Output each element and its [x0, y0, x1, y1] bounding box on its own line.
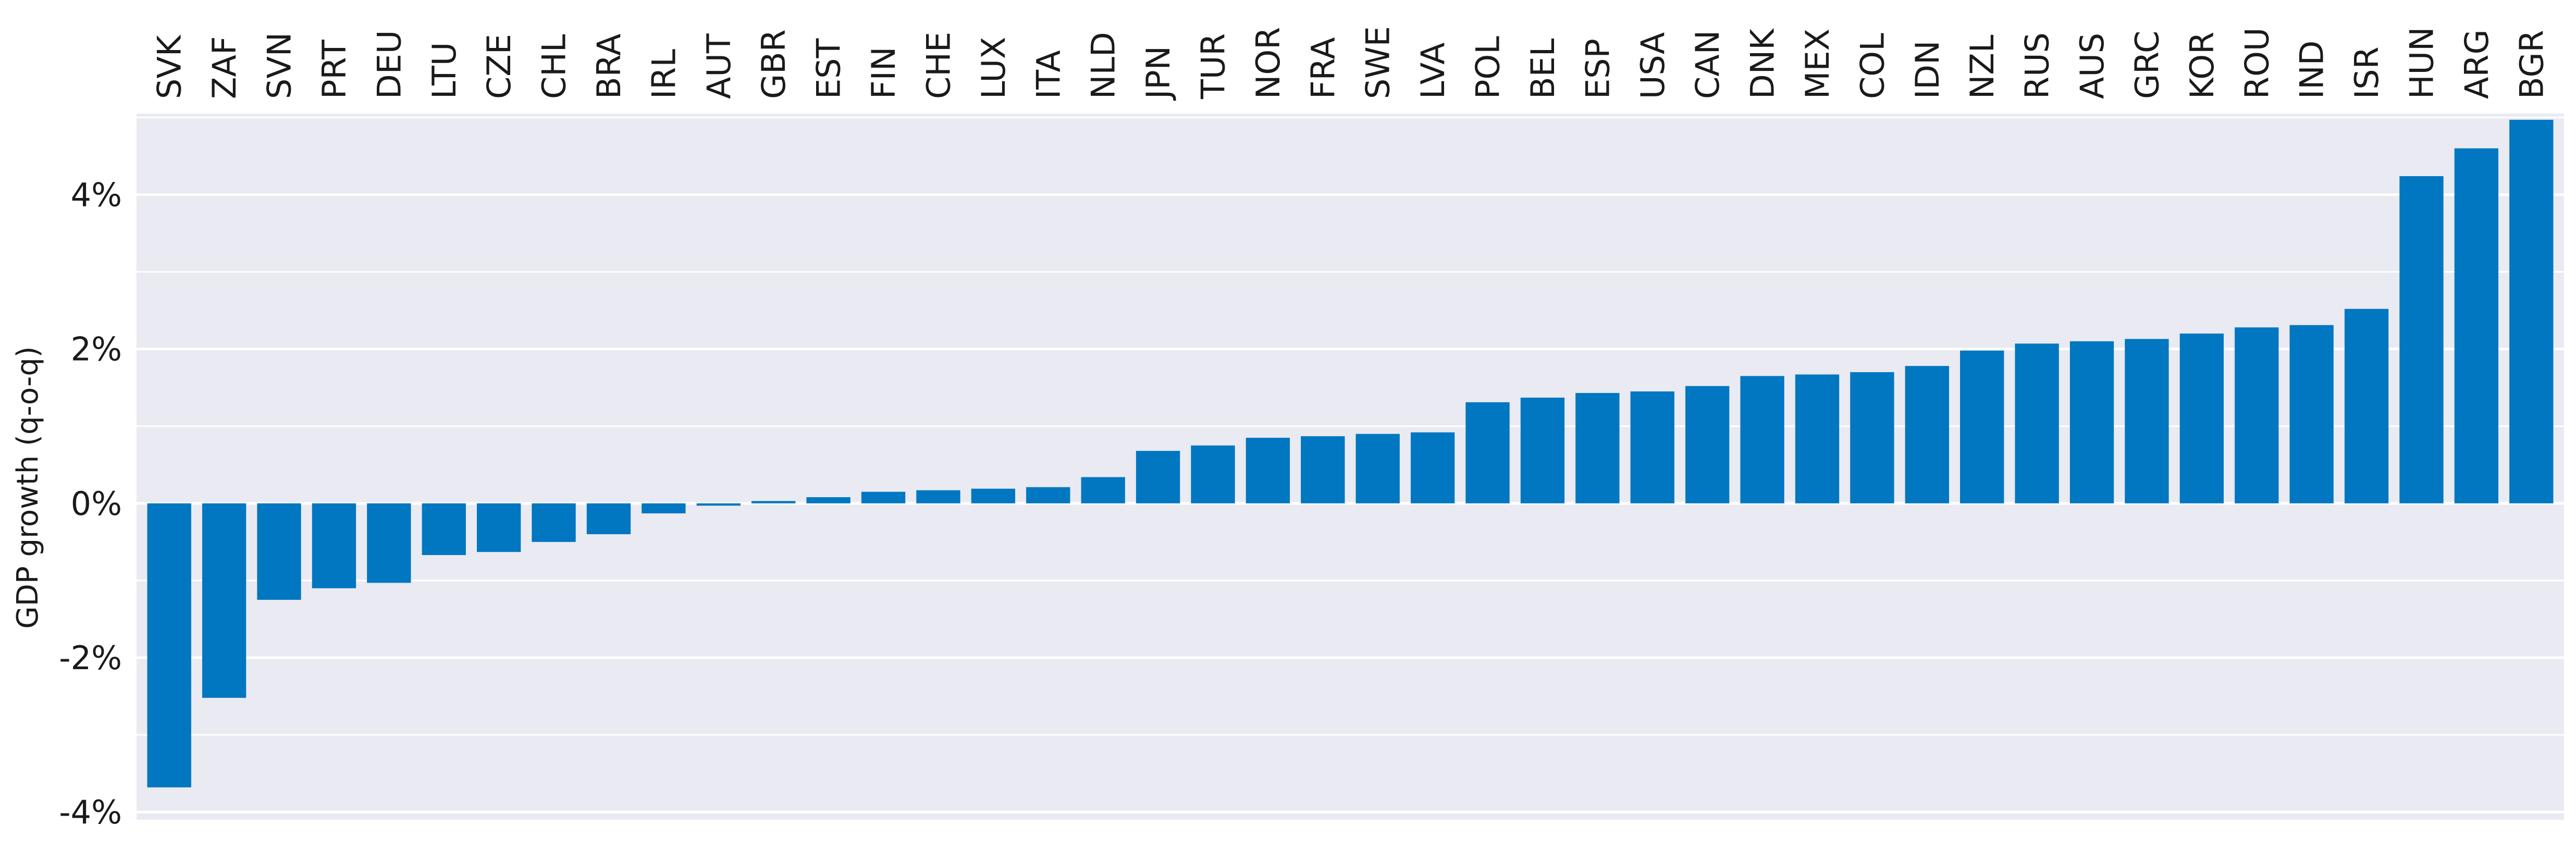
bar-aut	[696, 503, 741, 506]
category-label: ITA	[1029, 50, 1067, 99]
bar-usa	[1630, 391, 1674, 503]
category-label: BGR	[2512, 30, 2550, 99]
category-label: BRA	[590, 33, 628, 99]
category-labels: SVK ZAF SVN PRT DEU LTU CZE CHL BRA IRL AUT GBR EST F…	[151, 26, 2551, 101]
category-label: PRT	[315, 39, 353, 99]
bar-irl	[642, 503, 686, 514]
bar-ind	[2289, 325, 2334, 503]
category-label: LUX	[975, 37, 1013, 99]
category-label: ROU	[2238, 28, 2276, 99]
bars	[147, 119, 2554, 787]
category-label: ARG	[2458, 29, 2496, 99]
category-label: IND	[2293, 41, 2331, 99]
category-label: RUS	[2018, 32, 2056, 99]
bar-gbr	[751, 501, 796, 503]
category-label: CHE	[919, 32, 957, 99]
category-label: EST	[810, 38, 848, 99]
category-label: AUT	[700, 33, 738, 99]
bar-dnk	[1740, 376, 1784, 503]
bar-bgr	[2509, 119, 2554, 503]
bar-cze	[476, 503, 521, 552]
y-tick-label: -4%	[59, 793, 122, 831]
bar-col	[1850, 372, 1894, 503]
category-label: CZE	[480, 34, 518, 99]
bar-fra	[1301, 436, 1345, 503]
category-label: CHL	[535, 34, 573, 99]
category-label: JPN	[1139, 46, 1177, 101]
bar-arg	[2454, 148, 2499, 503]
bar-jpn	[1136, 451, 1180, 503]
bar-hun	[2399, 176, 2444, 503]
category-label: SVN	[261, 32, 299, 99]
category-label: CAN	[1688, 30, 1727, 99]
bar-esp	[1575, 393, 1620, 503]
y-tick-label: 0%	[71, 485, 122, 523]
category-label: IRL	[645, 49, 683, 99]
y-tick-label: -2%	[59, 639, 122, 677]
category-label: POL	[1469, 36, 1507, 99]
bar-fin	[861, 491, 906, 503]
bar-pol	[1465, 402, 1510, 503]
bar-nld	[1081, 477, 1125, 503]
y-tick-label: 2%	[71, 330, 122, 368]
bar-tur	[1191, 445, 1235, 503]
bar-ita	[1026, 487, 1070, 503]
bar-rou	[2235, 327, 2279, 503]
category-label: ZAF	[205, 36, 243, 99]
bar-lva	[1410, 432, 1455, 503]
bar-nzl	[1960, 350, 2004, 503]
bar-svk	[147, 503, 191, 787]
bar-prt	[312, 503, 356, 588]
category-label: NZL	[1963, 34, 2001, 99]
bar-ltu	[422, 503, 466, 556]
category-label: BEL	[1524, 38, 1562, 99]
category-label: LTU	[425, 42, 463, 99]
bar-mex	[1795, 374, 1840, 503]
bar-nor	[1246, 437, 1290, 503]
bar-rus	[2015, 343, 2059, 503]
category-label: DNK	[1744, 28, 1782, 99]
bar-kor	[2179, 334, 2224, 503]
category-label: GBR	[755, 29, 793, 99]
bar-est	[806, 497, 851, 503]
category-label: SVK	[151, 34, 189, 99]
category-label: MEX	[1798, 29, 1837, 99]
bar-che	[916, 490, 960, 503]
bar-svn	[257, 503, 301, 600]
category-label: DEU	[370, 30, 408, 99]
bar-aus	[2069, 341, 2114, 503]
y-axis-ticks: -4% -2% 0% 2% 4%	[59, 176, 122, 831]
category-label: FIN	[865, 47, 903, 99]
category-label: ISR	[2348, 46, 2386, 99]
category-label: NLD	[1084, 32, 1123, 99]
category-label: SWE	[1359, 26, 1397, 99]
y-axis-title: GDP growth (q-o-q)	[11, 346, 45, 629]
category-label: KOR	[2183, 32, 2221, 99]
category-label: HUN	[2402, 27, 2441, 99]
category-label: LVA	[1414, 42, 1452, 99]
category-label: USA	[1634, 32, 1672, 99]
bar-bel	[1520, 397, 1565, 503]
bar-lux	[971, 488, 1016, 503]
category-label: ESP	[1579, 39, 1617, 99]
category-label: AUS	[2073, 33, 2111, 99]
category-label: COL	[1853, 33, 1891, 99]
bar-chl	[532, 503, 576, 542]
bar-deu	[367, 503, 411, 583]
category-label: TUR	[1194, 33, 1232, 100]
bar-bra	[586, 503, 631, 535]
y-tick-label: 4%	[71, 176, 122, 214]
bar-zaf	[202, 503, 246, 698]
category-label: FRA	[1304, 37, 1342, 99]
bar-isr	[2344, 309, 2389, 503]
category-label: NOR	[1249, 27, 1287, 99]
bar-grc	[2125, 339, 2169, 503]
bar-can	[1685, 386, 1730, 503]
category-label: IDN	[1908, 41, 1946, 99]
category-label: GRC	[2128, 31, 2166, 99]
bar-swe	[1355, 434, 1400, 503]
bar-idn	[1905, 366, 1949, 503]
